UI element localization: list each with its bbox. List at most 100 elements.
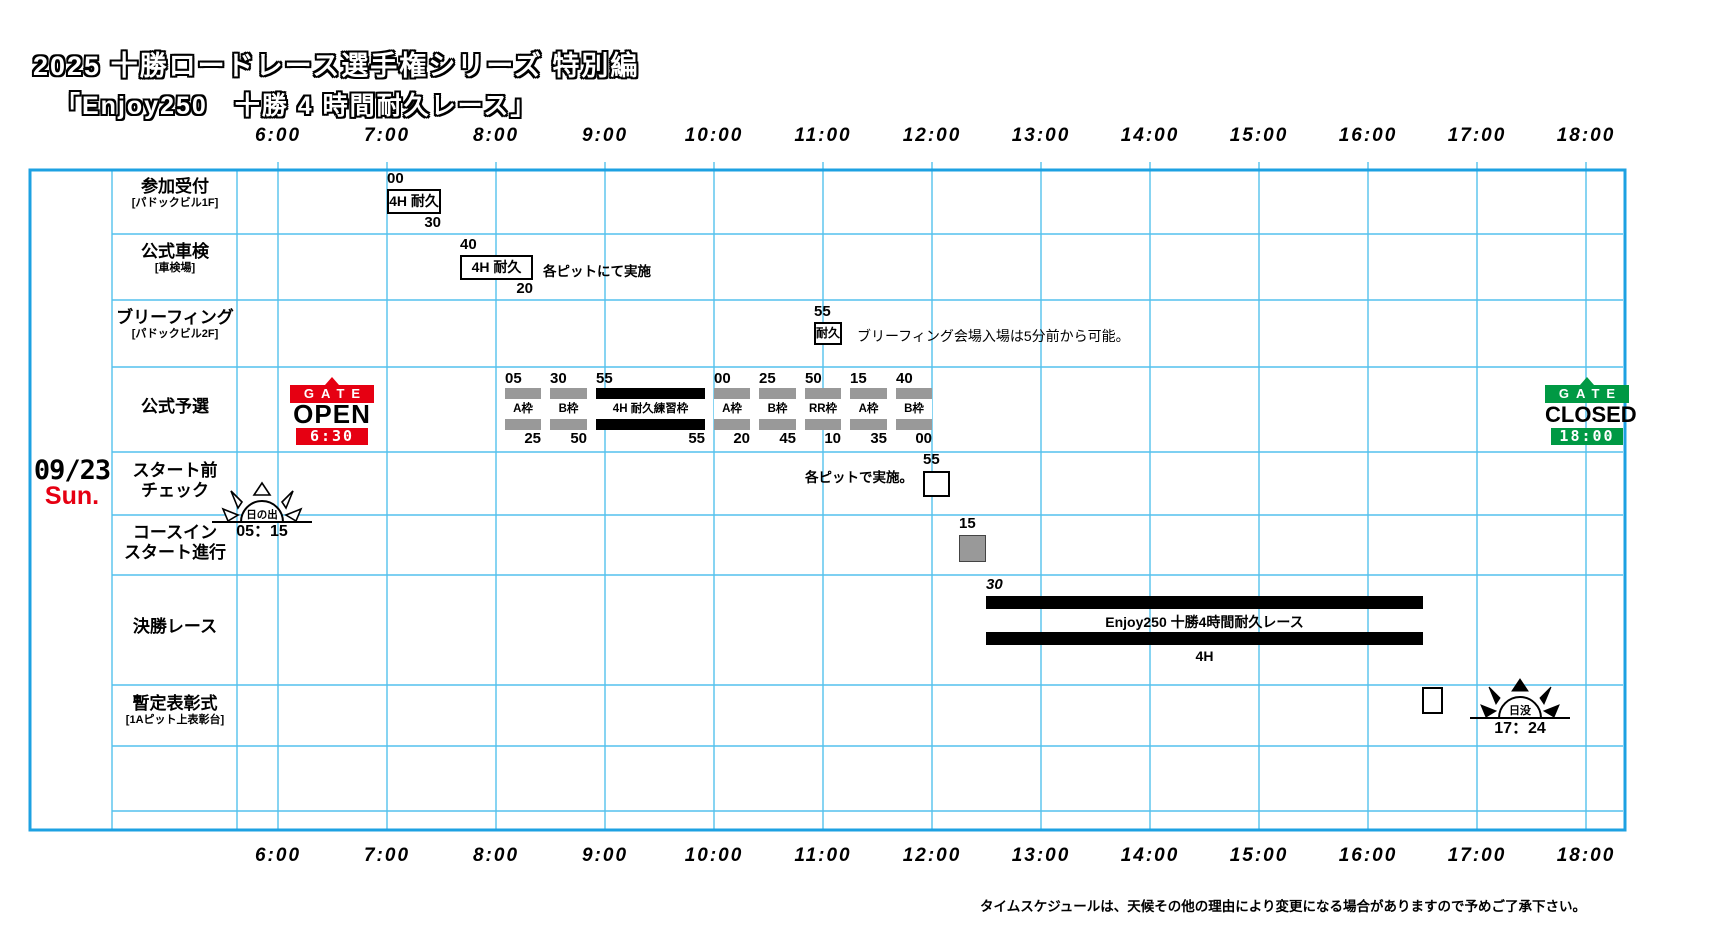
sunset-time: 17：24 (1494, 720, 1546, 737)
race-title: Enjoy250 十勝4時間耐久レース (1105, 614, 1304, 630)
slot-top-bar (759, 388, 796, 399)
row-label-text: 決勝レース (132, 617, 218, 636)
prestart-note: 各ピットで実施。 (805, 470, 913, 485)
slot-label: B枠 (759, 399, 796, 419)
gate-open-sign: GATE OPEN 6:30 (290, 377, 374, 445)
sunset-icon: 日没 (1470, 678, 1570, 719)
ceremony-box (1422, 687, 1443, 714)
hour-label-top: 17:00 (1447, 125, 1507, 146)
gate-closed-time: 18:00 (1551, 428, 1623, 445)
row-label-text: 公式予選 (141, 397, 209, 416)
slot-end-time: 50 (570, 430, 587, 447)
slot-start-time: 05 (505, 370, 522, 387)
slot-start-time: 00 (714, 370, 731, 387)
slot-start-time: 55 (596, 370, 613, 387)
row-sublabel-text: [パドックビル2F] (131, 328, 219, 340)
gate-open-pointer-icon (325, 377, 339, 385)
row-label-ceremony: 暫定表彰式 [1Aピット上表彰台] (113, 694, 237, 727)
slot-label: 4H 耐久練習枠 (596, 399, 705, 419)
reception-box: 4H 耐久 (387, 189, 441, 214)
slot-top-bar (805, 388, 841, 399)
hour-label-bottom: 9:00 (581, 845, 629, 866)
hour-label-top: 16:00 (1338, 125, 1398, 146)
hour-label-bottom: 13:00 (1011, 845, 1071, 866)
gate-closed-sign: GATE CLOSED 18:00 (1545, 377, 1637, 445)
slot-bottom-bar (596, 419, 705, 430)
reception-start-time: 00 (387, 170, 404, 187)
hour-label-top: 15:00 (1229, 125, 1289, 146)
race-bar-top (986, 596, 1423, 609)
prestart-start-time: 55 (923, 451, 940, 468)
scrutineering-end-time: 20 (516, 280, 533, 297)
gate-open-state: OPEN (293, 399, 371, 429)
slot-bottom-bar (850, 419, 887, 430)
slot-top-bar (896, 388, 932, 399)
course-in-box (959, 535, 986, 562)
slot-bottom-bar (550, 419, 587, 430)
row-label-prestart-check: スタート前 チェック (113, 461, 237, 501)
row-sublabel-text: [1Aピット上表彰台] (125, 714, 225, 726)
sunset-label: 日没 (1509, 703, 1532, 717)
qualifying-slot-practice: 55 4H 耐久練習枠 55 (596, 370, 705, 447)
qualifying-slot: 15 A枠 35 (850, 370, 887, 447)
row-label-text: コースイン (132, 523, 218, 542)
slot-start-time: 30 (550, 370, 567, 387)
gate-open-time: 6:30 (296, 428, 368, 445)
slot-end-time: 55 (688, 430, 705, 447)
slot-label: B枠 (896, 399, 932, 419)
scrutineering-box: 4H 耐久 (460, 255, 533, 280)
race-duration: 4H (1195, 648, 1214, 664)
slot-bottom-bar (896, 419, 932, 430)
slot-end-time: 00 (915, 430, 932, 447)
slot-bottom-bar (759, 419, 796, 430)
slot-top-bar (714, 388, 750, 399)
row-label-final-race: 決勝レース (113, 617, 237, 637)
hour-label-bottom: 15:00 (1229, 845, 1289, 866)
row-sublabel-text: [車検場] (154, 262, 196, 274)
hour-label-bottom: 16:00 (1338, 845, 1398, 866)
hour-label-top: 9:00 (581, 125, 629, 146)
slot-start-time: 40 (896, 370, 913, 387)
row-label-reception: 参加受付 [パドックビル1F] (113, 177, 237, 210)
hour-label-bottom: 8:00 (472, 845, 520, 866)
slot-end-time: 10 (824, 430, 841, 447)
slot-label: A枠 (850, 399, 887, 419)
qualifying-slot: 50 RR枠 10 (805, 371, 841, 447)
slot-bottom-bar (805, 419, 841, 430)
hour-label-top: 10:00 (684, 125, 744, 146)
row-label-text: チェック (141, 481, 209, 500)
hour-label-bottom: 17:00 (1447, 845, 1507, 866)
gate-closed-state: CLOSED (1545, 402, 1637, 427)
hour-label-bottom: 11:00 (794, 845, 852, 866)
hour-label-top: 14:00 (1120, 125, 1180, 146)
hour-label-bottom: 7:00 (363, 845, 411, 866)
slot-bottom-bar (505, 419, 541, 430)
slot-label: A枠 (714, 399, 750, 419)
slot-end-time: 25 (524, 430, 541, 447)
slot-end-time: 20 (733, 430, 750, 447)
page-title: 2025 十勝ロードレース選手権シリーズ 特別編 (33, 51, 640, 81)
hour-label-top: 7:00 (363, 125, 411, 146)
hour-label-bottom: 12:00 (902, 845, 962, 866)
slot-start-time: 15 (850, 370, 867, 387)
hour-label-top: 6:00 (254, 125, 302, 146)
reception-end-time: 30 (424, 214, 441, 231)
row-label-qualifying: 公式予選 (113, 397, 237, 417)
row-sublabel-text: [パドックビル1F] (131, 197, 219, 209)
row-label-text: スタート進行 (124, 543, 226, 562)
row-label-text: 参加受付 (141, 177, 209, 196)
qualifying-slot: 00 A枠 20 (714, 370, 750, 447)
race-start-time: 30 (986, 576, 1003, 593)
slot-top-bar (596, 388, 705, 399)
scrutineering-start-time: 40 (460, 236, 477, 253)
disclaimer-text: タイムスケジュールは、天候その他の理由により変更になる場合がありますので予めご了… (979, 899, 1586, 914)
hour-label-top: 8:00 (472, 125, 520, 146)
briefing-start-time: 55 (814, 303, 831, 320)
page-subtitle: 「Enjoy250 十勝 4 時間耐久レース」 (55, 92, 538, 120)
slot-label: RR枠 (805, 399, 841, 419)
row-label-text: ブリーフィング (116, 308, 234, 327)
hour-label-bottom: 10:00 (684, 845, 744, 866)
race-bar-bottom (986, 632, 1423, 645)
briefing-note: ブリーフィング会場入場は5分前から可能。 (857, 328, 1130, 344)
